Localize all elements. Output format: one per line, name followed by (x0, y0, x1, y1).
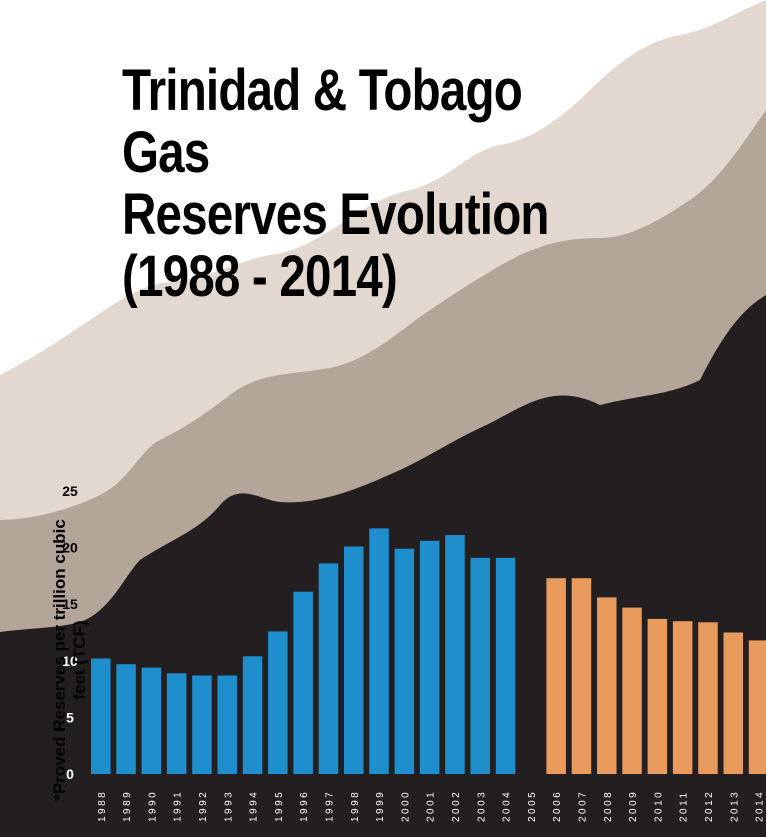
x-tick-label: 2012 (704, 790, 715, 822)
bar-1994 (242, 656, 263, 774)
bar-1997 (318, 563, 339, 774)
title-line-1: Trinidad & Tobago Gas (122, 58, 523, 185)
x-tick-label: 2003 (476, 790, 487, 822)
y-tick-label: 20 (62, 540, 78, 556)
bar-2008 (597, 597, 617, 774)
x-tick-label: 2006 (552, 790, 563, 822)
bar-1993 (217, 675, 237, 774)
bar-1991 (166, 673, 187, 774)
x-tick-label: 1990 (147, 790, 158, 822)
bar-1990 (141, 667, 162, 774)
bar-2013 (723, 632, 743, 774)
x-tick-label: 1988 (97, 790, 108, 822)
y-tick-label: 10 (62, 653, 78, 669)
x-tick-label: 2007 (578, 790, 589, 822)
bar-1995 (268, 631, 288, 774)
x-axis: 1988 1989 1990 1991 1992 1993 1994 1995 1996 1997… (97, 790, 766, 822)
y-axis-label: *Proved Reserves per trillion cubic feet… (50, 519, 89, 801)
bar-1996 (293, 591, 313, 774)
y-tick-label: 15 (62, 596, 78, 612)
x-tick-label: 2000 (400, 790, 411, 822)
bar-2009 (622, 607, 642, 774)
x-tick-label: 1993 (223, 790, 234, 822)
x-tick-label: 1995 (274, 790, 285, 822)
y-tick-label: 0 (66, 766, 74, 782)
x-tick-label: 1996 (299, 790, 310, 822)
x-tick-label: 2004 (502, 790, 513, 822)
x-tick-label: 2014 (755, 790, 766, 822)
bar-2007 (571, 578, 592, 774)
x-tick-label: 1997 (325, 790, 336, 822)
x-tick-label: 1999 (375, 790, 386, 822)
y-tick-label: 25 (62, 483, 78, 499)
x-tick-label: 2008 (603, 790, 614, 822)
title-line-2: Reserves Evolution (122, 182, 549, 247)
x-tick-label: 2001 (426, 790, 437, 822)
bars (91, 528, 766, 774)
bar-1989 (116, 664, 136, 774)
x-tick-label: 2010 (653, 790, 664, 822)
x-tick-label: 2013 (729, 790, 740, 822)
bar-2002 (445, 535, 465, 774)
page-title: Trinidad & Tobago Gas Reserves Evolution… (122, 60, 581, 308)
bar-1992 (192, 675, 212, 774)
bar-2010 (647, 618, 668, 774)
x-tick-label: 2002 (451, 790, 462, 822)
bar-1988 (91, 658, 111, 774)
x-tick-label: 1992 (198, 790, 209, 822)
bar-2011 (672, 621, 693, 774)
y-axis: 0 5 10 15 20 25 (62, 483, 78, 782)
bar-2004 (495, 557, 516, 774)
bar-2003 (470, 557, 490, 774)
bar-1998 (344, 546, 364, 774)
bar-2001 (419, 540, 440, 774)
x-tick-label: 2009 (628, 790, 639, 822)
x-tick-label: 2011 (679, 790, 690, 822)
x-tick-label: 1989 (122, 790, 133, 822)
x-tick-label: 1994 (249, 790, 260, 822)
y-tick-label: 5 (66, 709, 74, 725)
bar-2012 (698, 622, 718, 774)
title-line-3: (1988 - 2014) (122, 244, 398, 309)
x-tick-label: 1991 (173, 790, 184, 822)
bar-1999 (369, 528, 389, 774)
bar-2006 (546, 578, 566, 774)
bar-2000 (394, 548, 415, 774)
x-tick-label: 2005 (527, 790, 538, 822)
bar-2014 (748, 640, 766, 774)
x-tick-label: 1998 (350, 790, 361, 822)
